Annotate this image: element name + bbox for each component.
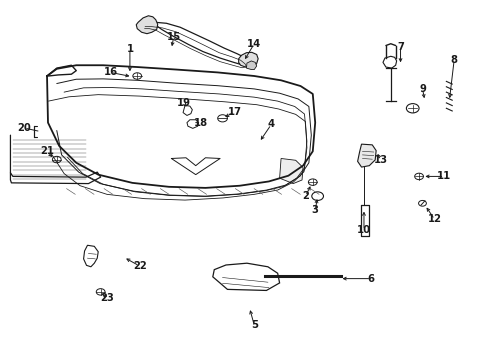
Polygon shape (246, 61, 256, 69)
Polygon shape (357, 144, 375, 167)
Text: 3: 3 (311, 206, 318, 216)
Circle shape (311, 192, 323, 201)
Polygon shape (83, 245, 98, 267)
Text: 8: 8 (450, 55, 457, 65)
Text: 6: 6 (367, 274, 374, 284)
Circle shape (418, 201, 426, 206)
Circle shape (308, 179, 317, 185)
Text: 16: 16 (103, 67, 117, 77)
Text: 7: 7 (396, 42, 403, 52)
Text: 10: 10 (356, 225, 370, 235)
Circle shape (217, 115, 227, 122)
Text: 11: 11 (436, 171, 450, 181)
Text: 4: 4 (267, 120, 274, 129)
Text: 22: 22 (133, 261, 146, 271)
Text: 2: 2 (302, 191, 308, 201)
Circle shape (406, 104, 418, 113)
Text: 19: 19 (176, 98, 190, 108)
Text: 14: 14 (246, 39, 261, 49)
Text: 17: 17 (227, 107, 241, 117)
Circle shape (96, 289, 105, 295)
Text: 18: 18 (193, 118, 207, 128)
Polygon shape (212, 263, 279, 291)
Text: 1: 1 (126, 44, 133, 54)
Polygon shape (279, 158, 303, 184)
Circle shape (52, 156, 61, 163)
Text: 21: 21 (40, 146, 54, 156)
Polygon shape (238, 52, 258, 68)
Polygon shape (382, 56, 396, 68)
Text: 12: 12 (427, 215, 441, 224)
Text: 13: 13 (373, 155, 387, 165)
Polygon shape (136, 16, 158, 34)
Circle shape (133, 73, 142, 79)
Text: 15: 15 (166, 32, 181, 41)
Text: 5: 5 (250, 320, 257, 330)
Text: 9: 9 (418, 84, 425, 94)
Polygon shape (140, 22, 250, 66)
Polygon shape (186, 120, 198, 129)
Circle shape (414, 173, 423, 180)
Text: 20: 20 (17, 123, 31, 133)
Text: 23: 23 (100, 293, 114, 303)
